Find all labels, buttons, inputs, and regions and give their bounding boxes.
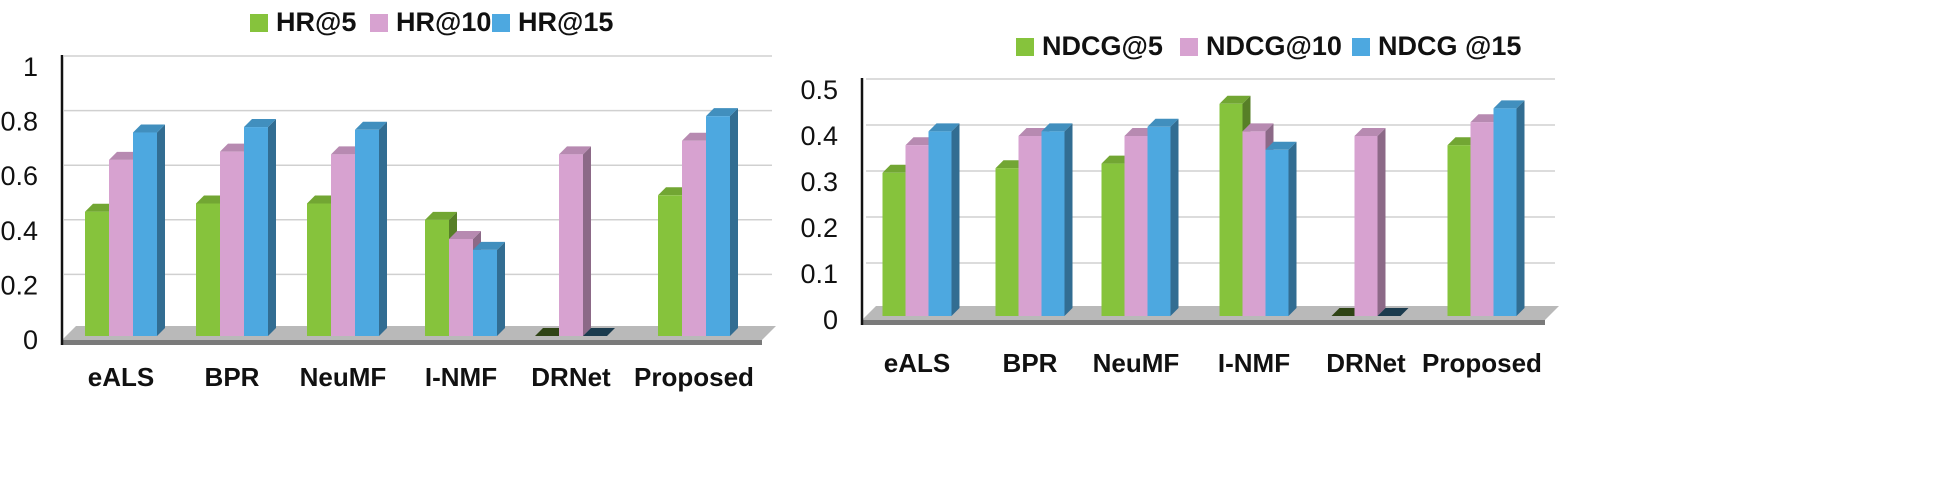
y-tick-label: 0.1 bbox=[800, 259, 838, 289]
y-tick-label: 0.8 bbox=[0, 107, 38, 137]
bar-ndcg10-drnet bbox=[1354, 128, 1386, 316]
floor-front bbox=[862, 320, 1545, 325]
legend-swatch bbox=[370, 14, 388, 32]
x-category-label: eALS bbox=[884, 348, 950, 378]
bar-ndcg15-drnet bbox=[1377, 308, 1409, 316]
bar-ndcg15-bpr bbox=[1041, 123, 1073, 317]
y-tick-label: 0.2 bbox=[800, 213, 838, 243]
y-tick-label: 0.5 bbox=[800, 75, 838, 105]
x-category-label: eALS bbox=[88, 362, 154, 392]
legend-label: NDCG @15 bbox=[1378, 31, 1521, 61]
legend-swatch bbox=[1016, 38, 1034, 56]
x-category-label: DRNet bbox=[1326, 348, 1406, 378]
legend-entry: NDCG @15 bbox=[1352, 31, 1521, 61]
bar-ndcg15-proposed bbox=[1493, 100, 1525, 317]
bar-hr15-neumf bbox=[355, 121, 387, 336]
legend-label: HR@15 bbox=[518, 7, 613, 37]
bar-hr10-drnet bbox=[559, 146, 591, 336]
y-tick-label: 0.6 bbox=[0, 161, 38, 191]
bar-ndcg15-eals bbox=[928, 123, 960, 317]
legend-label: HR@10 bbox=[396, 7, 491, 37]
bar-hr15-bpr bbox=[244, 119, 276, 336]
legend-swatch bbox=[492, 14, 510, 32]
x-category-label: BPR bbox=[1003, 348, 1058, 378]
legend-swatch bbox=[1352, 38, 1370, 56]
legend-label: NDCG@5 bbox=[1042, 31, 1163, 61]
y-tick-label: 0.4 bbox=[0, 216, 38, 246]
x-category-label: BPR bbox=[205, 362, 260, 392]
x-category-label: Proposed bbox=[634, 362, 754, 392]
y-tick-label: 0.4 bbox=[800, 121, 838, 151]
x-category-label: I-NMF bbox=[425, 362, 497, 392]
bar-hr15-i-nmf bbox=[473, 241, 505, 336]
x-category-label: Proposed bbox=[1422, 348, 1542, 378]
y-tick-label: 0.3 bbox=[800, 167, 838, 197]
bar-hr15-eals bbox=[133, 124, 165, 337]
y-tick-label: 0.2 bbox=[0, 270, 38, 300]
x-category-label: NeuMF bbox=[300, 362, 387, 392]
legend-label: HR@5 bbox=[276, 7, 356, 37]
legend-entry: NDCG@5 bbox=[1016, 31, 1163, 61]
legend-swatch bbox=[1180, 38, 1198, 56]
y-tick-label: 0 bbox=[23, 325, 38, 355]
hr-chart: 0 0.2 0.4 0.6 0.8 1 eALS BPR NeuMF I-NMF DRNet Prop… bbox=[0, 7, 776, 392]
y-tick-label: 1 bbox=[23, 52, 38, 82]
legend-swatch bbox=[250, 14, 268, 32]
y-tick-label: 0 bbox=[823, 305, 838, 335]
legend-label: NDCG@10 bbox=[1206, 31, 1342, 61]
legend-entry: NDCG@10 bbox=[1180, 31, 1342, 61]
legend-entry: HR@15 bbox=[492, 7, 613, 37]
floor-front bbox=[62, 340, 762, 345]
bar-hr15-proposed bbox=[706, 108, 738, 336]
bar-ndcg15-neumf bbox=[1147, 118, 1179, 316]
bar-ndcg15-i-nmf bbox=[1265, 141, 1297, 316]
ndcg-chart: 0 0.1 0.2 0.3 0.4 0.5 eALS BPR NeuMF I-NMF DRNet Pr… bbox=[800, 31, 1559, 378]
legend-entry: HR@10 bbox=[370, 7, 491, 37]
x-category-label: I-NMF bbox=[1218, 348, 1290, 378]
bar-hr15-drnet bbox=[583, 328, 615, 336]
x-category-label: NeuMF bbox=[1093, 348, 1180, 378]
x-category-label: DRNet bbox=[531, 362, 611, 392]
legend-entry: HR@5 bbox=[250, 7, 356, 37]
